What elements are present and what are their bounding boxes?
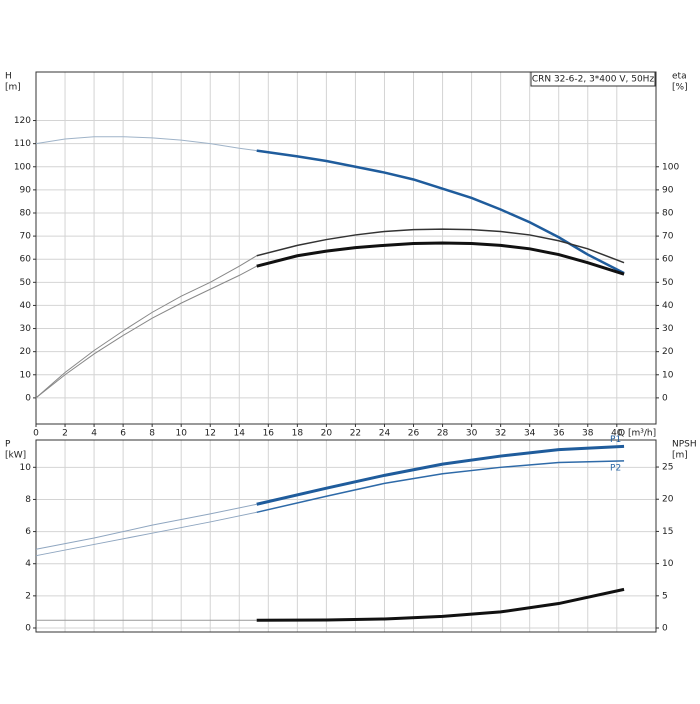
- y-axis-label: H: [5, 72, 12, 82]
- y-tick-label: 70: [20, 232, 32, 242]
- y2-tick-label: 80: [662, 208, 674, 218]
- y-axis-unit: [m]: [5, 83, 21, 93]
- x-tick-label: 12: [205, 429, 216, 439]
- x-tick-label: 2: [62, 429, 68, 439]
- x-tick-label: 4: [91, 429, 97, 439]
- y-axis-unit: [kW]: [5, 451, 26, 461]
- x-tick-label: 38: [582, 429, 594, 439]
- y2-tick-label: 20: [662, 495, 674, 505]
- y-tick-label: 50: [20, 278, 32, 288]
- x-tick-label: 32: [495, 429, 506, 439]
- y-tick-label: 8: [25, 495, 31, 505]
- y2-axis-unit: [m]: [672, 451, 688, 461]
- y2-tick-label: 60: [662, 255, 674, 265]
- y-tick-label: 2: [25, 591, 31, 601]
- y-tick-label: 100: [14, 162, 31, 172]
- x-tick-label: 26: [408, 429, 420, 439]
- y2-tick-label: 25: [662, 463, 673, 473]
- y2-tick-label: 0: [662, 624, 668, 634]
- y-tick-label: 4: [25, 559, 31, 569]
- y-tick-label: 110: [14, 139, 31, 149]
- y-tick-label: 10: [20, 463, 32, 473]
- series-label: P1: [610, 435, 621, 445]
- y2-tick-label: 10: [662, 370, 674, 380]
- y2-tick-label: 90: [662, 185, 674, 195]
- x-tick-label: 24: [379, 429, 391, 439]
- y2-tick-label: 70: [662, 232, 674, 242]
- y2-tick-label: 5: [662, 591, 668, 601]
- y-tick-label: 120: [14, 116, 31, 126]
- x-tick-label: 20: [321, 429, 333, 439]
- y-tick-label: 0: [25, 623, 31, 633]
- x-tick-label: 34: [524, 429, 536, 439]
- series-line: [35, 136, 257, 152]
- series-line: [256, 587, 625, 622]
- y-tick-label: 60: [20, 255, 32, 265]
- y-axis-label: P: [5, 440, 11, 450]
- y-tick-label: 10: [20, 370, 32, 380]
- x-tick-label: 14: [234, 429, 246, 439]
- series-line: [35, 265, 257, 399]
- y2-tick-label: 30: [662, 324, 674, 334]
- y2-tick-label: 15: [662, 527, 673, 537]
- x-tick-label: 30: [466, 429, 478, 439]
- y-tick-label: 80: [20, 208, 32, 218]
- y-tick-label: 6: [25, 527, 31, 537]
- chart-title: CRN 32-6-2, 3*400 V, 50Hz: [532, 75, 655, 85]
- y2-tick-label: 50: [662, 278, 674, 288]
- x-axis-label: Q [m³/h]: [618, 429, 656, 439]
- series-line: [256, 149, 625, 275]
- x-tick-label: 8: [149, 429, 155, 439]
- y2-axis-unit: [%]: [672, 83, 688, 93]
- y2-tick-label: 10: [662, 559, 674, 569]
- y2-tick-label: 20: [662, 347, 674, 357]
- series-label: P2: [610, 463, 621, 473]
- x-tick-label: 28: [437, 429, 449, 439]
- series-line: [256, 444, 625, 506]
- y2-tick-label: 40: [662, 301, 674, 311]
- y-tick-label: 30: [20, 324, 32, 334]
- series-line: [256, 460, 625, 514]
- y-tick-label: 90: [20, 185, 32, 195]
- x-tick-label: 0: [33, 429, 39, 439]
- x-tick-label: 16: [263, 429, 275, 439]
- x-tick-label: 18: [292, 429, 304, 439]
- x-tick-label: 10: [175, 429, 187, 439]
- x-tick-label: 40: [611, 429, 623, 439]
- series-line: [35, 255, 257, 399]
- y-tick-label: 0: [25, 393, 31, 403]
- x-tick-label: 22: [350, 429, 361, 439]
- x-tick-label: 6: [120, 429, 126, 439]
- series-line: [256, 241, 625, 276]
- plot-frame: [35, 439, 657, 633]
- y2-axis-label: NPSH: [672, 440, 697, 450]
- y2-axis-label: eta: [672, 72, 687, 82]
- y-tick-label: 40: [20, 301, 32, 311]
- y2-tick-label: 100: [662, 162, 679, 172]
- series-line: [35, 503, 257, 550]
- plot-frame: [35, 71, 657, 425]
- x-tick-label: 36: [553, 429, 565, 439]
- series-line: [256, 228, 625, 264]
- y2-tick-label: 0: [662, 393, 668, 403]
- series-line: [35, 511, 257, 557]
- title-box: [530, 71, 656, 87]
- y-tick-label: 20: [20, 347, 32, 357]
